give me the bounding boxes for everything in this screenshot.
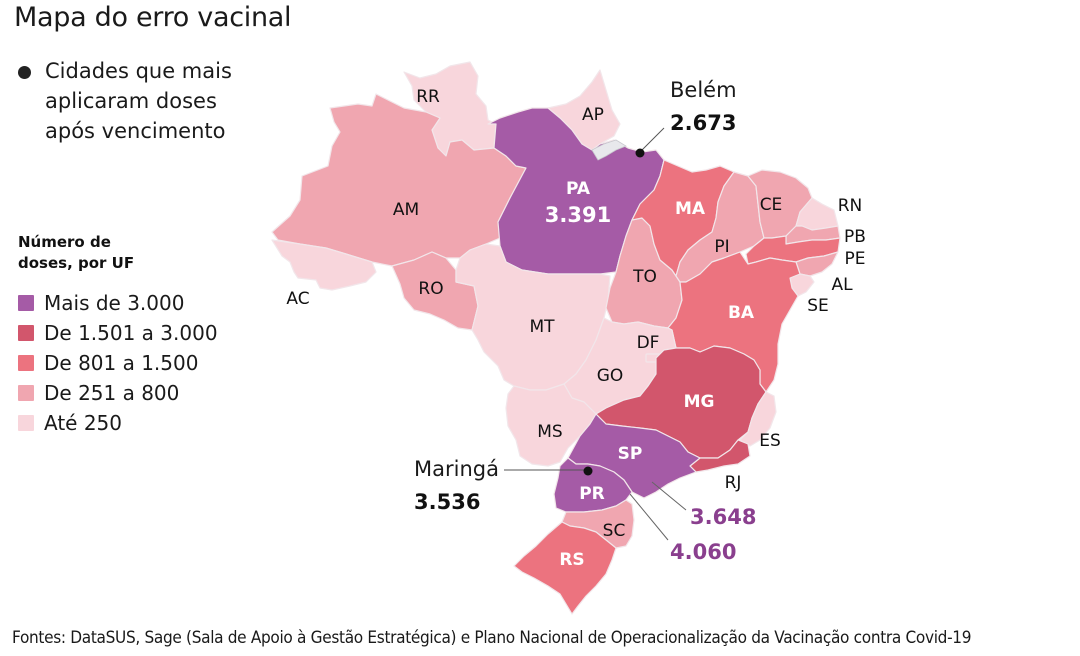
legend-item: De 1.501 a 3.000	[18, 318, 218, 348]
label-SC: SC	[603, 521, 626, 541]
label-MS: MS	[537, 422, 562, 442]
legend-title: Número de doses, por UF	[18, 233, 135, 272]
label-ES: ES	[759, 431, 781, 451]
swatch-icon	[18, 355, 34, 371]
label-AC: AC	[286, 289, 309, 309]
source-note: Fontes: DataSUS, Sage (Sala de Apoio à G…	[12, 628, 972, 647]
label-PB: PB	[844, 227, 866, 247]
city-legend-text: Cidades que mais aplicaram doses após ve…	[45, 59, 232, 143]
label-PA: PA	[566, 179, 591, 199]
label-SE: SE	[807, 296, 829, 316]
label-RN: RN	[838, 196, 863, 216]
label-AM: AM	[393, 200, 419, 220]
value-SP: 3.648	[690, 505, 757, 529]
state-ES[interactable]	[739, 391, 777, 447]
label-PR: PR	[579, 484, 605, 504]
state-RS[interactable]	[513, 521, 617, 615]
label-CE: CE	[760, 195, 783, 215]
legend-label: De 251 a 800	[44, 381, 180, 405]
legend-label: De 801 a 1.500	[44, 351, 199, 375]
label-MG: MG	[684, 392, 715, 412]
value-PR: 4.060	[670, 540, 737, 564]
legend-label: De 1.501 a 3.000	[44, 321, 218, 345]
legend: Mais de 3.000 De 1.501 a 3.000 De 801 a …	[18, 288, 218, 438]
leader-line-sp	[651, 481, 687, 511]
label-RO: RO	[418, 279, 443, 299]
label-BA: BA	[728, 303, 755, 323]
legend-item: Até 250	[18, 408, 218, 438]
swatch-icon	[18, 325, 34, 341]
label-AL: AL	[831, 275, 853, 295]
estuary	[591, 139, 627, 161]
city-legend: Cidades que mais aplicaram doses após ve…	[18, 56, 245, 146]
state-MS[interactable]	[505, 383, 597, 467]
label-MT: MT	[529, 317, 555, 337]
swatch-icon	[18, 295, 34, 311]
label-RR: RR	[416, 87, 440, 107]
city-dot-maringa-icon[interactable]	[583, 466, 593, 476]
city-dot-belem-icon[interactable]	[635, 148, 645, 158]
city-name-maringa: Maringá	[414, 457, 499, 481]
legend-item: Mais de 3.000	[18, 288, 218, 318]
label-RJ: RJ	[725, 473, 742, 493]
label-TO: TO	[632, 267, 657, 287]
label-AP: AP	[582, 105, 604, 125]
legend-label: Mais de 3.000	[44, 291, 185, 315]
city-name-belem: Belém	[670, 78, 737, 102]
label-SP: SP	[618, 444, 643, 464]
state-AM[interactable]	[271, 93, 527, 267]
label-RS: RS	[559, 550, 584, 570]
label-PI: PI	[714, 237, 729, 257]
label-DF: DF	[637, 333, 660, 353]
value-PA: 3.391	[545, 203, 611, 227]
label-PE: PE	[845, 249, 866, 269]
legend-item: De 251 a 800	[18, 378, 218, 408]
leader-line-belem	[639, 127, 665, 153]
city-value-belem: 2.673	[670, 111, 737, 135]
legend-item: De 801 a 1.500	[18, 348, 218, 378]
label-GO: GO	[597, 366, 624, 386]
label-MA: MA	[675, 199, 706, 219]
swatch-icon	[18, 385, 34, 401]
state-AC[interactable]	[271, 239, 377, 291]
legend-label: Até 250	[44, 411, 123, 435]
city-dot-icon	[18, 66, 31, 79]
leader-line-pr	[629, 493, 669, 541]
city-value-maringa: 3.536	[414, 490, 481, 514]
map-title: Mapa do erro vacinal	[14, 2, 292, 33]
swatch-icon	[18, 415, 34, 431]
